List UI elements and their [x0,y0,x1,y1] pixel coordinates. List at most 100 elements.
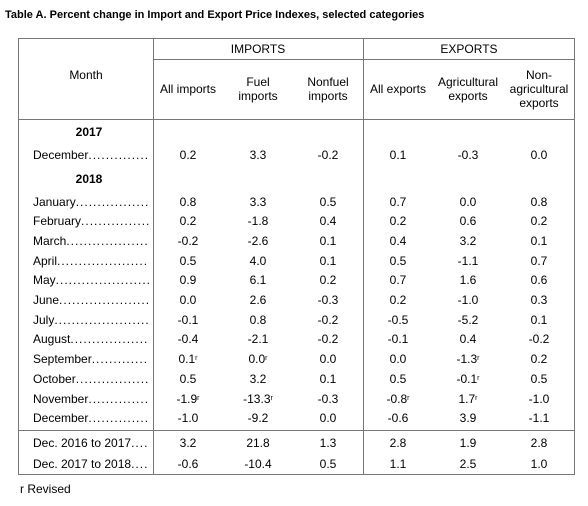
footnote-mark: r [20,482,24,496]
cell: 0.5 [363,369,433,389]
cell-value: 21.8 [246,435,270,450]
column-header: Nonfuel imports [307,75,349,103]
cell-value: -1.1 [528,411,550,426]
cell-value: -0.4 [177,332,199,347]
cell: 0.7 [363,271,433,291]
cell-value: 0.0 [530,147,548,162]
cell: 2.5 [433,453,503,474]
cell: 1.7 r [433,389,503,409]
cell-value: 0.1 [389,147,407,162]
cell: -10.4 [223,453,293,474]
cell-value: 0.0 [179,293,197,308]
cell-value: 0.4 [389,233,407,248]
cell-value: 1.1 [389,456,407,471]
group-header: IMPORTS [230,42,286,56]
cell: -1.1 [433,251,503,271]
cell: 0.1 [293,251,363,271]
cell-value: 0.5 [179,253,197,268]
row-label: June....................................… [33,293,149,308]
cell: 2.8 [363,432,433,453]
cell-value: -9.2 [247,411,269,426]
cell-value: 0.1 [178,352,196,367]
cell: 1.6 [433,271,503,291]
cell-value: 0.7 [530,253,548,268]
cell: -1.0 [433,290,503,310]
cell-value: 3.2 [459,233,477,248]
cell-value: -0.1 [387,332,409,347]
cell: 0.1 [363,145,433,165]
cell-value: -0.2 [177,233,199,248]
cell: -0.1 r [433,369,503,389]
cell: 0.1 [293,369,363,389]
cell-value: 1.9 [459,435,477,450]
cell: -0.2 [293,330,363,350]
cell: 0.6 [433,211,503,231]
row-label: May.....................................… [33,273,149,288]
row-label: April...................................… [33,253,149,268]
cell: -13.3 r [223,389,293,409]
cell: 0.8 [153,192,223,212]
cell: 0.0 [363,349,433,369]
cell-value: 1.0 [530,456,548,471]
cell-value: -0.2 [317,147,339,162]
cell-value: 0.1 [319,253,337,268]
cell-value: 0.1 [319,233,337,248]
cell: 0.6 [503,271,575,291]
cell: -5.2 [433,310,503,330]
cell-value: 0.7 [389,194,407,209]
cell: -0.2 [293,310,363,330]
revised-mark: r [270,394,273,402]
cell-value: 0.2 [389,214,407,229]
row-label: December................................… [33,147,149,162]
cell-value: 0.5 [179,371,197,386]
revised-mark: r [265,355,268,363]
cell-value: -0.1 [456,371,478,386]
month-name: October [33,371,76,386]
month-name: December [33,411,89,426]
cell: -0.3 [293,389,363,409]
cell: -0.2 [153,231,223,251]
cell: 3.3 [223,145,293,165]
revised-mark: r [197,394,200,402]
cell-value: 0.1 [530,312,548,327]
month-name: April [33,253,58,268]
cell: 1.3 [293,432,363,453]
cell-value: 0.1 [319,371,337,386]
row-label: August..................................… [33,332,149,347]
cell: 2.6 [223,290,293,310]
cell: -0.3 [293,290,363,310]
cell: -0.1 [153,310,223,330]
row-label: December................................… [33,411,149,426]
row-label: February................................… [33,214,149,229]
cell: -0.2 [503,330,575,350]
revised-mark: r [477,374,480,382]
year-label: 2018 [75,171,103,186]
cell: 3.2 [433,231,503,251]
cell: 0.5 [293,453,363,474]
cell: 0.5 [293,192,363,212]
cell: 0.0 [293,349,363,369]
cell: 2.8 [503,432,575,453]
cell-value: -5.2 [457,312,479,327]
cell: 3.2 [153,432,223,453]
cell-value: 0.5 [530,371,548,386]
cell: 0.5 [153,369,223,389]
column-divider [363,39,364,474]
group-header: EXPORTS [440,42,498,56]
cell: 0.2 [503,211,575,231]
cell-value: -0.5 [387,312,409,327]
cell-value: -10.4 [244,456,272,471]
cell-value: -1.0 [528,391,550,406]
cell: -2.1 [223,330,293,350]
cell-value: 0.0 [248,352,266,367]
cell-value: -0.1 [177,312,199,327]
header-rule [19,119,574,120]
cell-value: 0.8 [530,194,548,209]
cell-value: 0.6 [459,214,477,229]
cell: 21.8 [223,432,293,453]
column-header: Fuel imports [238,75,278,103]
cell: -1.9 r [153,389,223,409]
cell-value: 0.0 [319,352,337,367]
cell-value: -1.9 [176,391,198,406]
month-name: May [33,273,56,288]
